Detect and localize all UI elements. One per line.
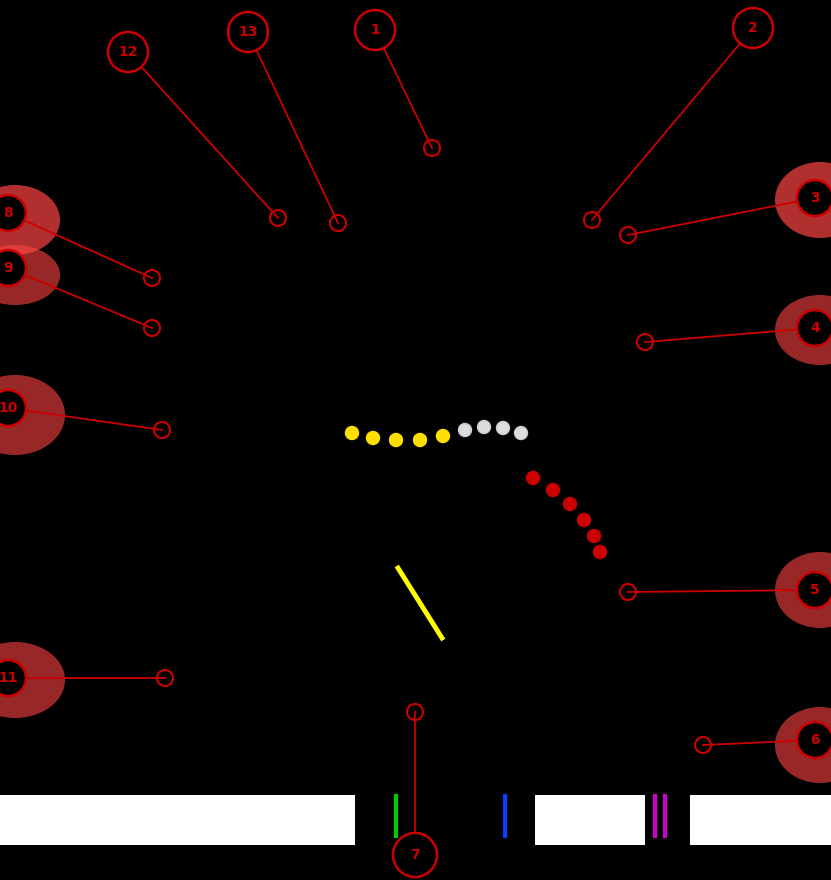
Ellipse shape (0, 642, 65, 718)
Circle shape (355, 10, 395, 50)
Text: 7: 7 (411, 848, 420, 862)
Ellipse shape (775, 295, 831, 365)
Ellipse shape (0, 375, 65, 455)
Bar (690, 795, 831, 845)
Bar (0, 795, 355, 845)
Ellipse shape (775, 707, 831, 783)
Text: 13: 13 (238, 25, 258, 39)
Text: 2: 2 (748, 21, 758, 35)
Ellipse shape (775, 162, 831, 238)
Circle shape (346, 427, 358, 439)
Text: 11: 11 (0, 671, 17, 685)
Circle shape (414, 434, 426, 446)
Bar (535, 795, 645, 845)
Circle shape (0, 250, 26, 286)
Circle shape (496, 422, 509, 435)
Circle shape (797, 572, 831, 608)
Circle shape (436, 429, 450, 443)
Text: 3: 3 (810, 191, 820, 205)
Circle shape (459, 423, 471, 436)
Circle shape (0, 195, 26, 231)
Text: 6: 6 (810, 733, 820, 747)
Text: 8: 8 (3, 206, 12, 220)
Circle shape (797, 310, 831, 346)
Text: 4: 4 (810, 321, 820, 335)
Circle shape (366, 431, 380, 444)
Ellipse shape (775, 552, 831, 628)
Circle shape (733, 8, 773, 48)
Circle shape (593, 546, 607, 559)
Circle shape (390, 434, 402, 446)
Circle shape (547, 483, 559, 496)
Text: 12: 12 (118, 45, 138, 59)
Circle shape (588, 530, 601, 542)
Circle shape (527, 472, 539, 485)
Circle shape (797, 722, 831, 758)
Text: 5: 5 (810, 583, 820, 597)
Circle shape (514, 427, 528, 439)
Text: 1: 1 (370, 23, 380, 37)
Circle shape (228, 12, 268, 52)
Circle shape (0, 660, 26, 696)
Text: 9: 9 (3, 261, 12, 275)
Ellipse shape (0, 245, 60, 305)
Circle shape (563, 497, 577, 510)
Ellipse shape (0, 185, 60, 255)
Circle shape (108, 32, 148, 72)
Circle shape (797, 180, 831, 216)
Circle shape (0, 390, 26, 426)
Text: 10: 10 (0, 401, 17, 415)
Circle shape (578, 514, 591, 526)
Circle shape (393, 833, 437, 877)
Circle shape (478, 421, 490, 434)
